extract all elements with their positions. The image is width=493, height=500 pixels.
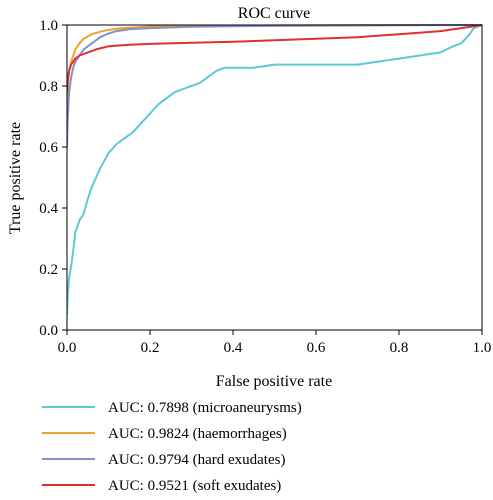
y-tick-label: 0.0: [39, 323, 58, 339]
y-tick-label: 0.4: [39, 201, 58, 217]
y-axis-label: True positive rate: [7, 122, 24, 234]
x-axis-ticks: 0.0 0.2 0.4 0.6 0.8 1.0: [58, 330, 492, 356]
y-tick-label: 0.6: [39, 140, 58, 156]
x-tick-label: 0.4: [224, 340, 243, 356]
x-tick-label: 0.6: [307, 340, 326, 356]
series-line-0: [67, 24, 482, 315]
series-line-1: [67, 24, 482, 111]
plot-lines: [67, 24, 482, 315]
legend-label: AUC: 0.7898 (microaneurysms): [108, 400, 302, 416]
series-line-3: [67, 24, 482, 93]
x-tick-label: 1.0: [473, 340, 492, 356]
legend-label: AUC: 0.9794 (hard exudates): [108, 452, 285, 468]
y-axis-ticks: 0.0 0.2 0.4 0.6 0.8 1.0: [39, 18, 67, 339]
legend: AUC: 0.7898 (microaneurysms) AUC: 0.9824 …: [42, 400, 302, 494]
x-axis-label: False positive rate: [216, 373, 332, 390]
y-tick-label: 0.2: [39, 262, 58, 278]
legend-label: AUC: 0.9521 (soft exudates): [108, 478, 281, 494]
plot-frame: [66, 24, 483, 331]
chart-title: ROC curve: [238, 5, 310, 22]
y-tick-label: 1.0: [39, 18, 58, 34]
legend-label: AUC: 0.9824 (haemorrhages): [108, 426, 287, 442]
x-tick-label: 0.0: [58, 340, 77, 356]
x-tick-label: 0.2: [141, 340, 160, 356]
x-tick-label: 0.8: [390, 340, 409, 356]
series-line-2: [67, 24, 482, 148]
y-tick-label: 0.8: [39, 79, 58, 95]
